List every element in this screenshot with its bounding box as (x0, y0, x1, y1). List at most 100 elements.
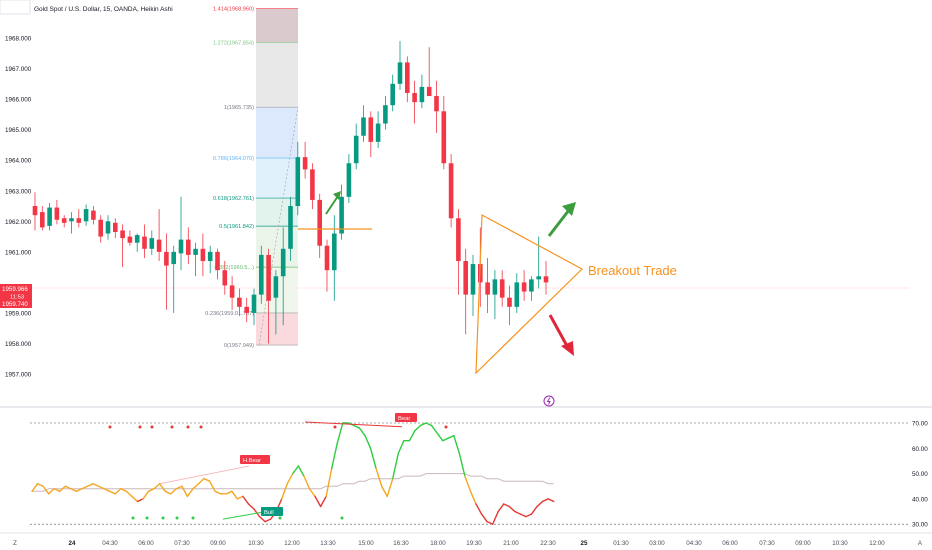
fib-level-label: 0.786(1964.070) (213, 156, 254, 162)
candle-body (463, 261, 468, 295)
time-tick-label: 16:30 (393, 540, 409, 547)
time-tick-label: 09:00 (210, 540, 226, 547)
logo-box[interactable] (0, 0, 31, 15)
rsi-line-segment (541, 498, 549, 503)
time-tick-label: 04:30 (686, 540, 702, 547)
rsi-line-segment (203, 477, 211, 482)
signal-dot-buy (278, 516, 282, 520)
signal-dot-buy (131, 516, 135, 520)
rsi-line-segment (181, 485, 189, 498)
candle-body (514, 282, 520, 307)
rsi-line-segment (469, 490, 477, 505)
signal-dot-buy (161, 516, 165, 520)
rsi-line-segment (519, 513, 527, 518)
rsi-tick-label: 70.00 (912, 421, 928, 428)
candle-body (397, 62, 403, 84)
rsi-line-segment (308, 488, 316, 498)
candle-body (339, 196, 344, 234)
candle-body (259, 254, 264, 295)
rsi-signal-badge (240, 455, 270, 464)
time-tick-label: 10:30 (832, 540, 848, 547)
rsi-line-segment (397, 440, 405, 455)
candle-body (76, 218, 82, 223)
fib-level-label: 0.5(1961.842) (219, 224, 254, 230)
rsi-line-segment (247, 503, 255, 510)
rsi-line-segment (436, 432, 444, 442)
price-badge: 1959.966 11:53 1959.740 (0, 284, 32, 308)
signal-dot-sell (108, 425, 112, 429)
hidden-bear-divergence (159, 465, 250, 485)
candle-body (529, 279, 534, 292)
candle-body (280, 248, 286, 277)
price-tick-label: 1965.000 (5, 127, 32, 134)
time-tick-label: 03:00 (649, 540, 665, 547)
candle-body (134, 235, 140, 243)
symbol-title: Gold Spot / U.S. Dollar, 15, OANDA, Heik… (34, 6, 173, 13)
time-tick-label: 22:30 (540, 540, 556, 547)
bear-divergence (304, 421, 403, 428)
signal-dot-sell (444, 425, 448, 429)
rsi-line-segment (325, 467, 333, 498)
price-tick-label: 1961.000 (5, 249, 32, 256)
rsi-line-segment (125, 490, 133, 498)
candlestick-series (32, 41, 549, 344)
fib-level-label: 0.236(1959.0...787) (205, 311, 254, 317)
candle-body (390, 83, 395, 106)
time-tick-label: 07:30 (759, 540, 775, 547)
candle-body (332, 233, 337, 271)
lightning-icon[interactable] (543, 395, 555, 407)
candle-body (441, 111, 447, 164)
fibonacci-extension[interactable]: 0(1957.949) 0.236(1959.0...787) 0.382(1960… (205, 7, 299, 349)
rsi-line-segment (31, 483, 39, 493)
signal-dot-sell (199, 425, 203, 429)
rsi-line-segment (364, 434, 372, 449)
rsi-line-segment (547, 498, 555, 503)
rsi-signal-badge-text: H.Bear (243, 458, 261, 464)
rsi-line-segment (514, 510, 522, 515)
rsi-line-segment (208, 480, 216, 493)
price-tick-label: 1967.000 (5, 66, 32, 73)
candle-body (69, 218, 74, 222)
drawings[interactable] (298, 191, 584, 375)
candle-body (61, 218, 67, 223)
price-tick-label: 1958.000 (5, 341, 32, 348)
rsi-line-segment (447, 434, 455, 439)
time-tick-label: 19:30 (466, 540, 482, 547)
candle-body (207, 251, 213, 262)
rsi-line-segment (442, 437, 449, 442)
rsi-tick-label: 40.00 (912, 496, 928, 503)
bull-divergence (222, 511, 267, 520)
rsi-line-segment (375, 467, 383, 487)
rsi-line-segment (231, 490, 239, 500)
candle-body (456, 218, 461, 262)
rsi-line-segment (59, 485, 67, 493)
candle-body (186, 239, 191, 255)
rsi-line-segment (414, 424, 422, 432)
triangle-pattern (475, 214, 584, 375)
rsi-tick-label: 30.00 (912, 522, 928, 529)
fib-level-label: 0.618(1962.761) (213, 196, 254, 202)
candle-body (244, 306, 249, 313)
candle-body (47, 207, 52, 226)
time-tick-label: 07:30 (174, 540, 190, 547)
signal-dot-sell (186, 425, 190, 429)
rsi-signal-badge (261, 507, 283, 516)
rsi-line-segment (491, 510, 499, 525)
candle-body (178, 239, 184, 254)
candle-body (229, 285, 235, 298)
rsi-line-segment (92, 483, 100, 487)
candle-body (375, 123, 381, 142)
candle-body (317, 199, 322, 246)
rsi-line-segment (525, 513, 533, 518)
candle-body (485, 282, 490, 295)
candle-body (405, 62, 410, 93)
candle-body (543, 276, 549, 283)
price-tick-label: 1966.000 (5, 97, 32, 104)
fib-zone (256, 312, 298, 346)
rsi-line-segment (236, 495, 244, 500)
time-tick-label: 06:00 (722, 540, 738, 547)
badge-time: 11:53 (10, 295, 24, 301)
rsi-line-segment (53, 488, 61, 493)
candle-body (448, 163, 454, 219)
